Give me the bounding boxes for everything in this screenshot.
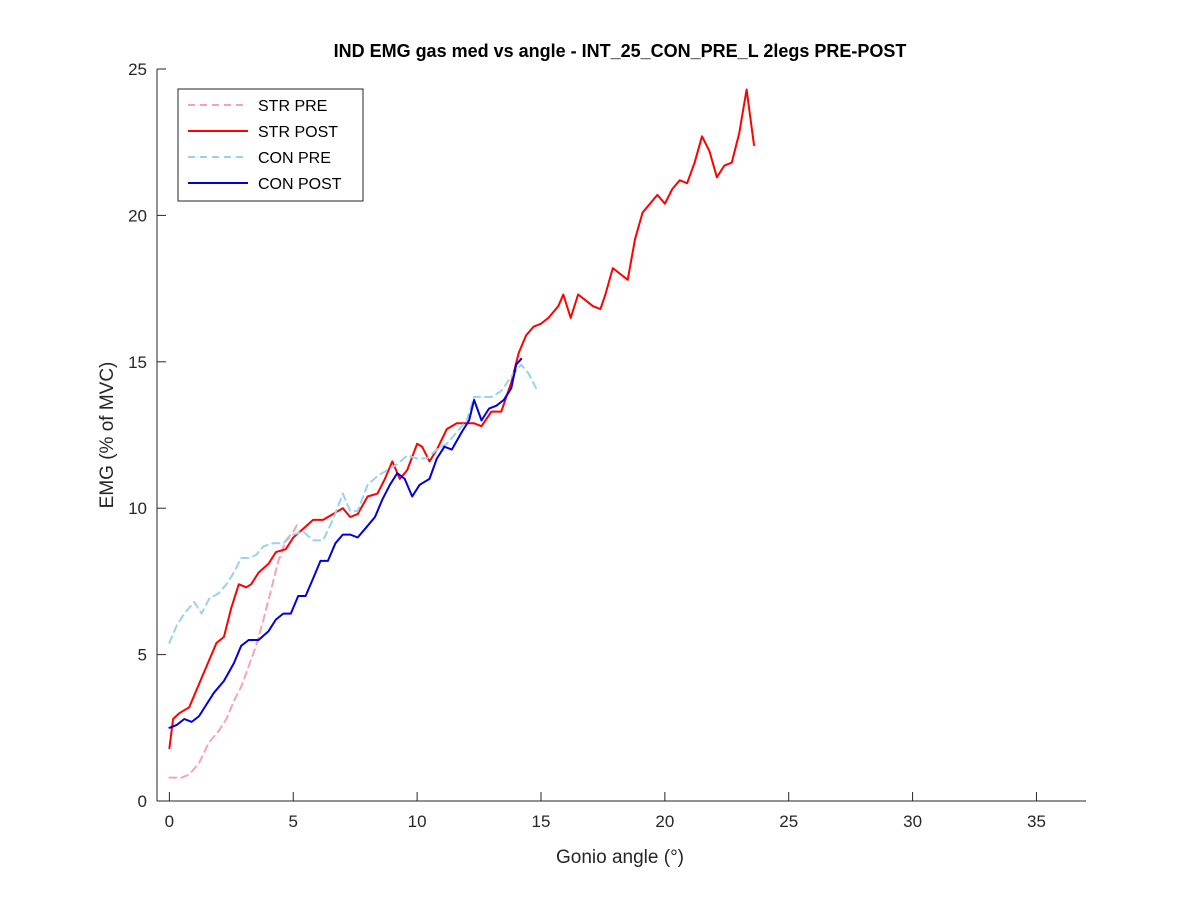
x-tick-label: 20 bbox=[655, 812, 674, 831]
x-tick-label: 10 bbox=[408, 812, 427, 831]
chart-title: IND EMG gas med vs angle - INT_25_CON_PR… bbox=[334, 41, 907, 61]
axes: 0 5 10 15 20 25 30 35 0 5 10 15 20 25 bbox=[128, 60, 1086, 831]
legend-label: CON PRE bbox=[258, 150, 331, 167]
y-tick-label: 20 bbox=[128, 206, 147, 225]
x-tick-label: 15 bbox=[532, 812, 551, 831]
x-tick-label: 0 bbox=[165, 812, 174, 831]
y-tick-label: 5 bbox=[138, 646, 147, 665]
legend: STR PRE STR POST CON PRE CON POST bbox=[177, 88, 364, 202]
x-tick-label: 30 bbox=[903, 812, 922, 831]
y-axis-label: EMG (% of MVC) bbox=[97, 362, 118, 509]
y-tick-label: 25 bbox=[128, 60, 147, 79]
series-line-con-pre bbox=[168, 363, 537, 644]
y-tick-label: 0 bbox=[138, 792, 147, 811]
legend-label: STR PRE bbox=[258, 98, 327, 115]
x-tick-label: 35 bbox=[1027, 812, 1046, 831]
y-tick-label: 10 bbox=[128, 499, 147, 518]
legend-label: STR POST bbox=[258, 124, 338, 141]
series-layer bbox=[168, 88, 755, 779]
x-axis-label: Gonio angle (°) bbox=[556, 847, 684, 868]
x-tick-label: 25 bbox=[779, 812, 798, 831]
x-tick-label: 5 bbox=[289, 812, 298, 831]
series-line-con-post bbox=[168, 357, 523, 729]
series-line-str-pre bbox=[168, 521, 300, 779]
series-line-str-post bbox=[168, 88, 755, 750]
legend-label: CON POST bbox=[258, 176, 342, 193]
y-tick-label: 15 bbox=[128, 353, 147, 372]
